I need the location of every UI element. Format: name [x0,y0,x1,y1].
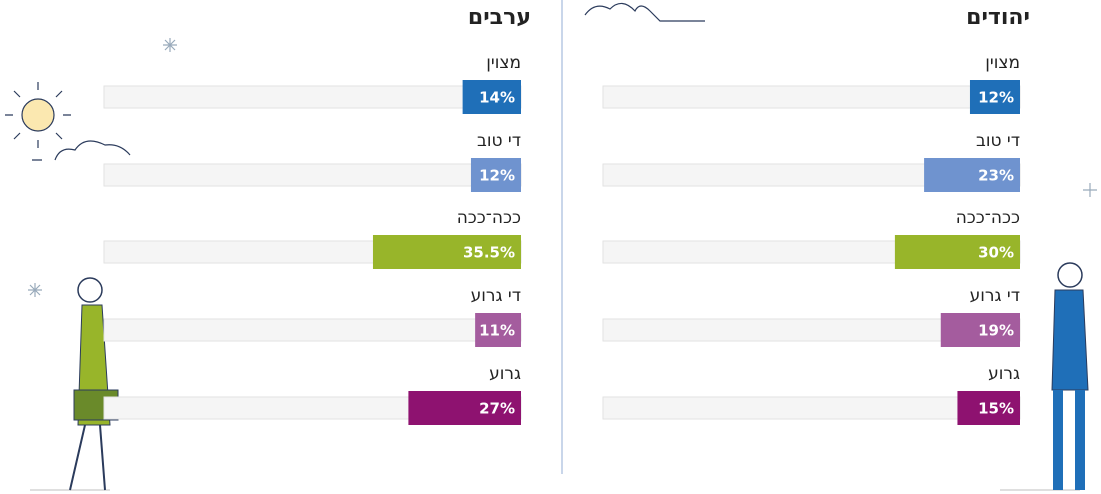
category-label: די טוב [477,131,521,151]
category-label: גרוע [489,364,521,384]
bar-track [104,86,521,108]
value-label: 30% [978,244,1014,262]
value-label: 23% [978,167,1014,185]
category-label: ככה־ככה [457,208,521,228]
value-label: 12% [479,167,515,185]
bar-track [104,164,521,186]
category-label: די גרוע [471,286,521,306]
category-label: גרוע [988,364,1020,384]
category-label: מצוין [486,53,521,73]
value-label: 35.5% [463,244,515,262]
chart: יהודים מצוין 12% די טוב 23% ככה־ככה 30% די גרוע… [0,0,1101,494]
woman-illustration [70,278,118,490]
bar-track [603,86,1020,108]
category-label: די טוב [976,131,1020,151]
value-label: 19% [978,322,1014,340]
category-label: די גרוע [970,286,1020,306]
value-label: 14% [479,89,515,107]
value-label: 12% [978,89,1014,107]
panel-title: יהודים [966,5,1030,30]
panel-title: ערבים [468,5,531,30]
value-label: 15% [978,400,1014,418]
value-label: 11% [479,322,515,340]
category-label: מצוין [985,53,1020,73]
man-illustration [1052,263,1088,490]
category-label: ככה־ככה [956,208,1020,228]
bar-track [104,319,521,341]
value-label: 27% [479,400,515,418]
